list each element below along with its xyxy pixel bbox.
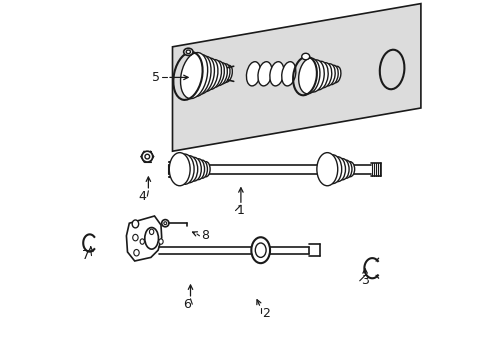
Ellipse shape <box>132 220 139 228</box>
Ellipse shape <box>183 48 193 55</box>
Ellipse shape <box>281 62 295 86</box>
Text: 1: 1 <box>237 204 244 217</box>
Ellipse shape <box>175 154 194 184</box>
Ellipse shape <box>316 63 331 88</box>
Ellipse shape <box>345 162 354 177</box>
Ellipse shape <box>169 153 190 186</box>
Ellipse shape <box>218 64 229 84</box>
Ellipse shape <box>144 228 158 249</box>
Ellipse shape <box>251 237 269 263</box>
Polygon shape <box>126 216 162 261</box>
Ellipse shape <box>192 159 204 180</box>
Ellipse shape <box>258 62 271 86</box>
Ellipse shape <box>162 220 168 227</box>
Ellipse shape <box>186 50 190 54</box>
Text: 5: 5 <box>152 71 160 84</box>
Ellipse shape <box>134 249 139 256</box>
Ellipse shape <box>209 61 224 87</box>
Ellipse shape <box>331 66 340 83</box>
Ellipse shape <box>186 55 211 96</box>
Text: 8: 8 <box>201 229 208 242</box>
Ellipse shape <box>142 151 152 162</box>
Ellipse shape <box>159 239 163 244</box>
Ellipse shape <box>255 243 265 257</box>
Ellipse shape <box>305 60 324 92</box>
Ellipse shape <box>144 154 149 159</box>
Text: 2: 2 <box>262 307 269 320</box>
Ellipse shape <box>214 63 227 86</box>
Ellipse shape <box>322 64 334 86</box>
Ellipse shape <box>329 157 345 181</box>
Text: 7: 7 <box>82 249 90 262</box>
Ellipse shape <box>298 58 319 94</box>
Ellipse shape <box>186 157 201 181</box>
Text: 6: 6 <box>183 298 190 311</box>
Ellipse shape <box>326 65 338 85</box>
Ellipse shape <box>197 160 207 178</box>
Ellipse shape <box>301 53 309 60</box>
Ellipse shape <box>180 53 207 99</box>
Ellipse shape <box>323 155 341 184</box>
Ellipse shape <box>192 57 214 94</box>
Ellipse shape <box>335 158 348 180</box>
Ellipse shape <box>198 58 218 91</box>
Ellipse shape <box>149 229 153 235</box>
Text: 4: 4 <box>138 190 145 203</box>
Ellipse shape <box>340 160 351 178</box>
Text: 3: 3 <box>361 274 368 287</box>
Ellipse shape <box>132 234 138 241</box>
Ellipse shape <box>246 62 260 86</box>
Ellipse shape <box>202 162 210 177</box>
Ellipse shape <box>140 239 144 244</box>
Ellipse shape <box>311 61 327 90</box>
Polygon shape <box>172 4 420 151</box>
Ellipse shape <box>181 156 197 183</box>
Ellipse shape <box>269 62 284 86</box>
Ellipse shape <box>203 60 221 89</box>
Ellipse shape <box>316 153 337 186</box>
Ellipse shape <box>163 222 166 225</box>
Ellipse shape <box>223 65 232 82</box>
